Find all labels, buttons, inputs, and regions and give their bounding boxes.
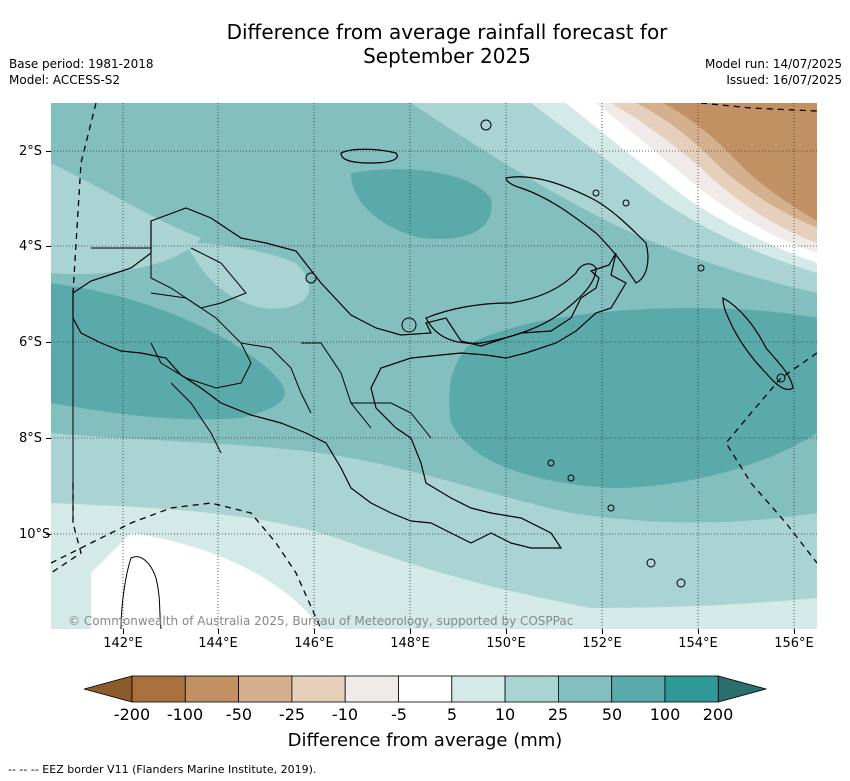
colorbar-bin: [398, 675, 453, 703]
colorbar: [82, 674, 768, 704]
coastline-bougainville: [722, 296, 794, 391]
colorbar-label: -10: [331, 705, 359, 724]
lon-label-146e: 146°E: [294, 636, 334, 651]
lat-label-2s: 2°S: [19, 144, 43, 159]
colorbar-bin: [504, 675, 559, 703]
coastline-manus: [340, 148, 398, 164]
field-10-25-central: [186, 243, 310, 309]
colorbar-svg: [82, 675, 768, 703]
meta-left: Base period: 1981-2018 Model: ACCESS-S2: [9, 56, 154, 88]
lat-tick: [46, 151, 51, 152]
issued-date: Issued: 16/07/2025: [726, 73, 842, 87]
eez-footnote: -- -- -- EEZ border V11 (Flanders Marine…: [8, 763, 317, 776]
copyright-text: © Commonwealth of Australia 2025, Bureau…: [68, 614, 574, 628]
coastline-new-ireland: [505, 176, 649, 284]
colorbar-label: 200: [702, 705, 734, 724]
field-neutral-south: [91, 533, 321, 629]
colorbar-bin: [451, 675, 506, 703]
colorbar-bin: [291, 675, 346, 703]
colorbar-over-arrow: [717, 675, 768, 703]
field-10-25-west: [51, 163, 201, 274]
colorbar-label: -100: [166, 705, 204, 724]
lat-tick: [46, 534, 51, 535]
title-line-1: Difference from average rainfall forecas…: [226, 20, 668, 44]
colorbar-bin: [557, 675, 613, 703]
coastline-new-britain: [425, 263, 597, 344]
colorbar-under-arrow: [82, 675, 133, 703]
lat-tick: [46, 438, 51, 439]
lon-tick: [794, 629, 795, 634]
colorbar-bin: [184, 675, 240, 703]
colorbar-label: -5: [391, 705, 407, 724]
lon-tick: [602, 629, 603, 634]
lon-tick: [218, 629, 219, 634]
field-50-100-west: [51, 283, 285, 420]
lon-label-144e: 144°E: [198, 636, 238, 651]
field-50-100-north: [351, 169, 492, 239]
colorbar-label: 25: [547, 705, 569, 724]
colorbar-label: -25: [278, 705, 306, 724]
lat-label-8s: 8°S: [19, 431, 43, 446]
meta-right: Model run: 14/07/2025 Issued: 16/07/2025: [705, 56, 842, 88]
colorbar-bin: [664, 675, 719, 703]
colorbar-bin: [611, 675, 666, 703]
title-line-2: September 2025: [363, 44, 531, 68]
gridlines: [51, 103, 817, 629]
colorbar-label: -50: [225, 705, 253, 724]
colorbar-bin: [344, 675, 399, 703]
lat-tick: [46, 246, 51, 247]
lon-label-150e: 150°E: [486, 636, 526, 651]
lon-label-154e: 154°E: [678, 636, 718, 651]
field-minus50-northeast: [663, 103, 817, 221]
eez-borders: [51, 103, 817, 629]
lon-label-152e: 152°E: [582, 636, 622, 651]
lon-tick: [698, 629, 699, 634]
field-50-100-east: [449, 308, 817, 488]
colorbar-bin: [131, 675, 186, 703]
lon-label-148e: 148°E: [390, 636, 430, 651]
rainfall-map: [51, 103, 817, 629]
lon-tick: [314, 629, 315, 634]
small-islands: [305, 119, 786, 588]
colorbar-title: Difference from average (mm): [287, 730, 563, 751]
lon-tick: [410, 629, 411, 634]
lon-tick: [123, 629, 124, 634]
base-period: Base period: 1981-2018: [9, 57, 154, 71]
chart-title: Difference from average rainfall forecas…: [0, 20, 850, 68]
map-svg: [51, 103, 817, 629]
lon-label-142e: 142°E: [103, 636, 143, 651]
lat-label-4s: 4°S: [19, 239, 43, 254]
model-run: Model run: 14/07/2025: [704, 57, 842, 71]
model-name: Model: ACCESS-S2: [9, 73, 121, 87]
lon-tick: [506, 629, 507, 634]
coastline-cape-york: [120, 556, 162, 629]
lon-label-156e: 156°E: [774, 636, 814, 651]
colorbar-label: -200: [113, 705, 151, 724]
colorbar-label: 5: [446, 705, 458, 724]
colorbar-label: 10: [494, 705, 516, 724]
colorbar-bin: [238, 675, 293, 703]
lat-label-6s: 6°S: [19, 335, 43, 350]
lat-tick: [46, 342, 51, 343]
province-borders: [72, 247, 432, 523]
colorbar-label: 100: [649, 705, 681, 724]
colorbar-label: 50: [601, 705, 623, 724]
coastline-new-guinea: [72, 207, 627, 549]
lat-label-10s: 10°S: [19, 527, 51, 542]
